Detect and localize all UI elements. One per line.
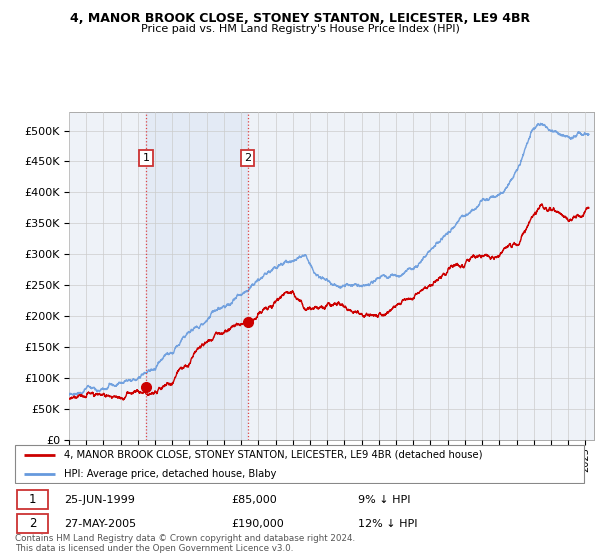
Text: 1: 1 [142, 153, 149, 164]
Text: 4, MANOR BROOK CLOSE, STONEY STANTON, LEICESTER, LE9 4BR (detached house): 4, MANOR BROOK CLOSE, STONEY STANTON, LE… [64, 450, 482, 460]
Bar [17, 514, 48, 533]
Text: Price paid vs. HM Land Registry's House Price Index (HPI): Price paid vs. HM Land Registry's House … [140, 24, 460, 34]
Text: 1: 1 [29, 493, 36, 506]
Bar [17, 467, 48, 483]
Text: 12% ↓ HPI: 12% ↓ HPI [358, 519, 417, 529]
Bar [146, 112, 247, 440]
Text: 27-MAY-2005: 27-MAY-2005 [64, 519, 136, 529]
Text: Contains HM Land Registry data © Crown copyright and database right 2024.
This d: Contains HM Land Registry data © Crown c… [15, 534, 355, 553]
Text: 2: 2 [29, 517, 36, 530]
Text: 9% ↓ HPI: 9% ↓ HPI [358, 494, 410, 505]
Text: 25-JUN-1999: 25-JUN-1999 [64, 494, 135, 505]
Text: £85,000: £85,000 [231, 494, 277, 505]
Bar [17, 447, 48, 463]
Text: 4, MANOR BROOK CLOSE, STONEY STANTON, LEICESTER, LE9 4BR: 4, MANOR BROOK CLOSE, STONEY STANTON, LE… [70, 12, 530, 25]
Text: £190,000: £190,000 [231, 519, 284, 529]
Text: HPI: Average price, detached house, Blaby: HPI: Average price, detached house, Blab… [64, 469, 276, 478]
Text: 2: 2 [244, 153, 251, 164]
Bar [17, 490, 48, 509]
